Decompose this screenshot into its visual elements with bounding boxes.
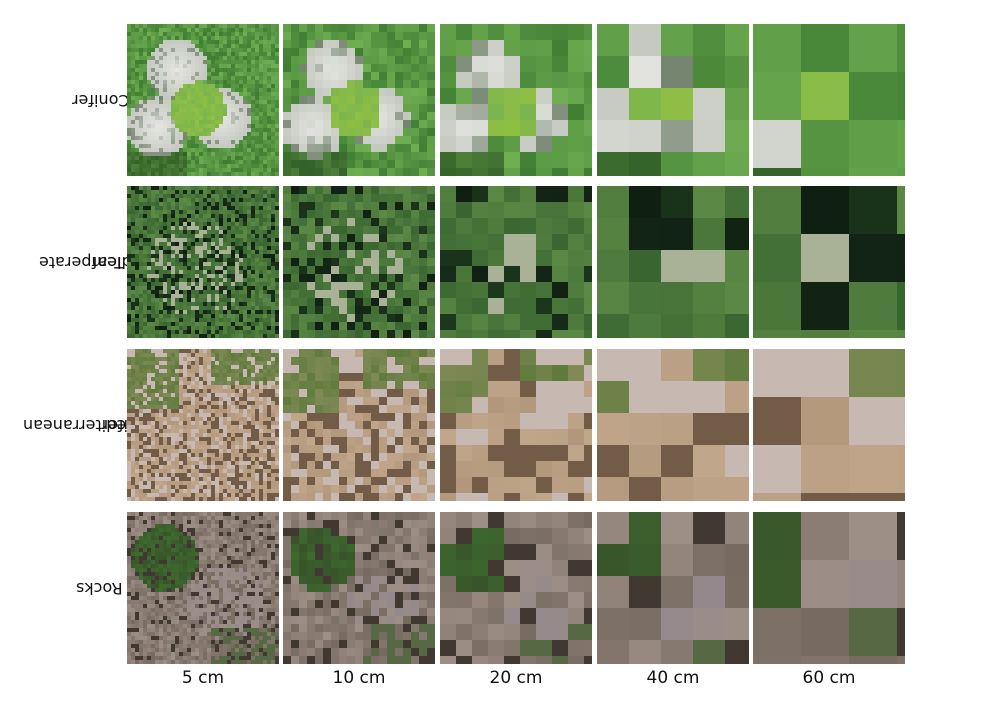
aerial-tile-broadleaf-60cm (753, 186, 905, 338)
aerial-tile-rocks-5cm (127, 512, 279, 664)
column-label-10cm: 10 cm (332, 668, 386, 688)
aerial-tile-mediterranean-5cm (127, 349, 279, 501)
aerial-tile-broadleaf-10cm (283, 186, 435, 338)
aerial-tile-rocks-40cm (597, 512, 749, 664)
aerial-tile-mediterranean-60cm (753, 349, 905, 501)
aerial-tile-rocks-20cm (440, 512, 592, 664)
column-label-5cm: 5 cm (181, 668, 225, 688)
aerial-tile-broadleaf-20cm (440, 186, 592, 338)
aerial-tile-conifer-5cm (127, 24, 279, 176)
aerial-tile-rocks-10cm (283, 512, 435, 664)
aerial-tile-conifer-40cm (597, 24, 749, 176)
aerial-tile-conifer-10cm (283, 24, 435, 176)
aerial-tile-mediterranean-40cm (597, 349, 749, 501)
aerial-tile-broadleaf-40cm (597, 186, 749, 338)
column-label-40cm: 40 cm (646, 668, 700, 688)
column-label-20cm: 20 cm (489, 668, 543, 688)
aerial-tile-conifer-20cm (440, 24, 592, 176)
row-label-b: B: Temperate Broadleaf (39, 186, 169, 338)
column-label-60cm: 60 cm (802, 668, 856, 688)
aerial-tile-mediterranean-10cm (283, 349, 435, 501)
aerial-tile-rocks-60cm (753, 512, 905, 664)
aerial-tile-conifer-60cm (753, 24, 905, 176)
row-label-d: D: Rocks (76, 512, 145, 664)
aerial-tile-mediterranean-20cm (440, 349, 592, 501)
row-label-c: C: Mediterranean Conifer (23, 349, 162, 501)
aerial-tile-broadleaf-5cm (127, 186, 279, 338)
row-label-a: A: Conifer (72, 24, 151, 176)
